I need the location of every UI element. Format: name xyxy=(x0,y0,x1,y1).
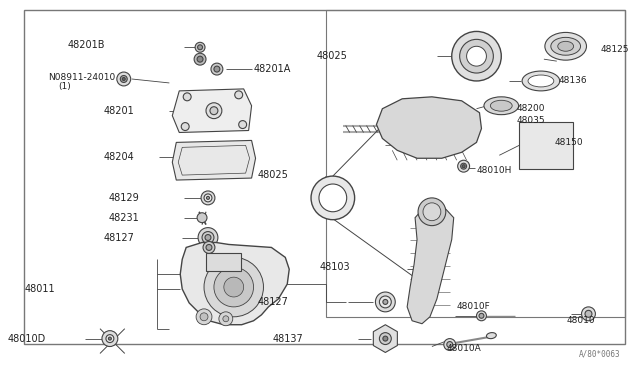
Circle shape xyxy=(444,339,456,350)
Circle shape xyxy=(423,203,441,221)
Ellipse shape xyxy=(484,97,518,115)
Circle shape xyxy=(205,235,211,240)
Text: 48137: 48137 xyxy=(273,334,303,344)
Circle shape xyxy=(181,123,189,131)
Text: 48136: 48136 xyxy=(559,77,588,86)
Circle shape xyxy=(204,257,264,317)
Circle shape xyxy=(198,228,218,247)
Circle shape xyxy=(223,316,228,322)
Circle shape xyxy=(117,72,131,86)
Circle shape xyxy=(383,299,388,304)
Text: 48010A: 48010A xyxy=(447,344,481,353)
Circle shape xyxy=(183,93,191,101)
Circle shape xyxy=(108,337,111,340)
Circle shape xyxy=(122,77,125,80)
Text: 48103: 48103 xyxy=(320,262,351,272)
Text: 48201: 48201 xyxy=(104,106,134,116)
Circle shape xyxy=(376,292,396,312)
Polygon shape xyxy=(180,243,289,325)
Circle shape xyxy=(206,103,222,119)
Circle shape xyxy=(195,42,205,52)
Polygon shape xyxy=(407,205,454,324)
Circle shape xyxy=(447,341,452,347)
Circle shape xyxy=(224,277,244,297)
Circle shape xyxy=(202,232,214,243)
Circle shape xyxy=(194,53,206,65)
Circle shape xyxy=(211,63,223,75)
Circle shape xyxy=(210,107,218,115)
Circle shape xyxy=(477,311,486,321)
Circle shape xyxy=(120,76,127,83)
Circle shape xyxy=(203,241,215,253)
Circle shape xyxy=(239,121,246,129)
Circle shape xyxy=(380,296,391,308)
Bar xyxy=(326,10,625,317)
Polygon shape xyxy=(373,325,397,352)
Bar xyxy=(518,122,573,169)
Circle shape xyxy=(198,45,202,50)
Circle shape xyxy=(418,198,446,226)
Text: 48201B: 48201B xyxy=(67,40,105,50)
Text: 48035: 48035 xyxy=(516,116,545,125)
Text: 48129: 48129 xyxy=(109,193,140,203)
Polygon shape xyxy=(172,140,255,180)
Text: N08911-24010: N08911-24010 xyxy=(49,73,116,81)
Circle shape xyxy=(380,333,391,344)
Text: A/80*0063: A/80*0063 xyxy=(579,349,620,358)
Text: 48125: 48125 xyxy=(600,45,629,54)
Text: 48150: 48150 xyxy=(555,138,584,147)
Ellipse shape xyxy=(551,37,580,55)
Circle shape xyxy=(467,46,486,66)
Circle shape xyxy=(206,244,212,250)
Text: 48231: 48231 xyxy=(109,213,140,223)
Circle shape xyxy=(462,165,465,168)
Ellipse shape xyxy=(486,333,496,339)
Circle shape xyxy=(461,163,467,169)
Circle shape xyxy=(214,267,253,307)
Circle shape xyxy=(214,66,220,72)
Text: 48127: 48127 xyxy=(104,232,134,243)
Text: 48010F: 48010F xyxy=(457,302,490,311)
Circle shape xyxy=(458,160,470,172)
Text: 48010D: 48010D xyxy=(7,334,45,344)
Text: 48204: 48204 xyxy=(104,152,134,162)
Text: 48025: 48025 xyxy=(317,51,348,61)
Text: 48010: 48010 xyxy=(566,316,595,325)
Text: 48025: 48025 xyxy=(257,170,288,180)
Circle shape xyxy=(102,331,118,347)
Circle shape xyxy=(311,176,355,220)
Circle shape xyxy=(479,313,484,318)
Circle shape xyxy=(106,335,114,343)
Ellipse shape xyxy=(522,71,560,91)
Ellipse shape xyxy=(545,32,586,60)
Circle shape xyxy=(204,194,212,202)
Polygon shape xyxy=(172,89,252,132)
Ellipse shape xyxy=(528,75,554,87)
Polygon shape xyxy=(376,97,481,158)
Circle shape xyxy=(197,56,203,62)
Circle shape xyxy=(207,196,209,199)
Text: (1): (1) xyxy=(58,83,71,92)
Circle shape xyxy=(585,310,592,317)
Circle shape xyxy=(196,309,212,325)
Circle shape xyxy=(460,39,493,73)
Circle shape xyxy=(319,184,347,212)
Text: 48010H: 48010H xyxy=(477,166,512,174)
Circle shape xyxy=(219,312,233,326)
Text: 48200: 48200 xyxy=(516,104,545,113)
Bar xyxy=(207,253,241,271)
Ellipse shape xyxy=(557,41,573,51)
Text: 48201A: 48201A xyxy=(253,64,291,74)
Circle shape xyxy=(383,336,388,341)
Circle shape xyxy=(582,307,595,321)
Circle shape xyxy=(200,313,208,321)
Circle shape xyxy=(452,31,501,81)
Text: 48127: 48127 xyxy=(257,297,288,307)
Circle shape xyxy=(201,191,215,205)
Circle shape xyxy=(235,91,243,99)
Ellipse shape xyxy=(490,100,512,111)
Circle shape xyxy=(197,213,207,223)
Text: 48011: 48011 xyxy=(25,284,56,294)
